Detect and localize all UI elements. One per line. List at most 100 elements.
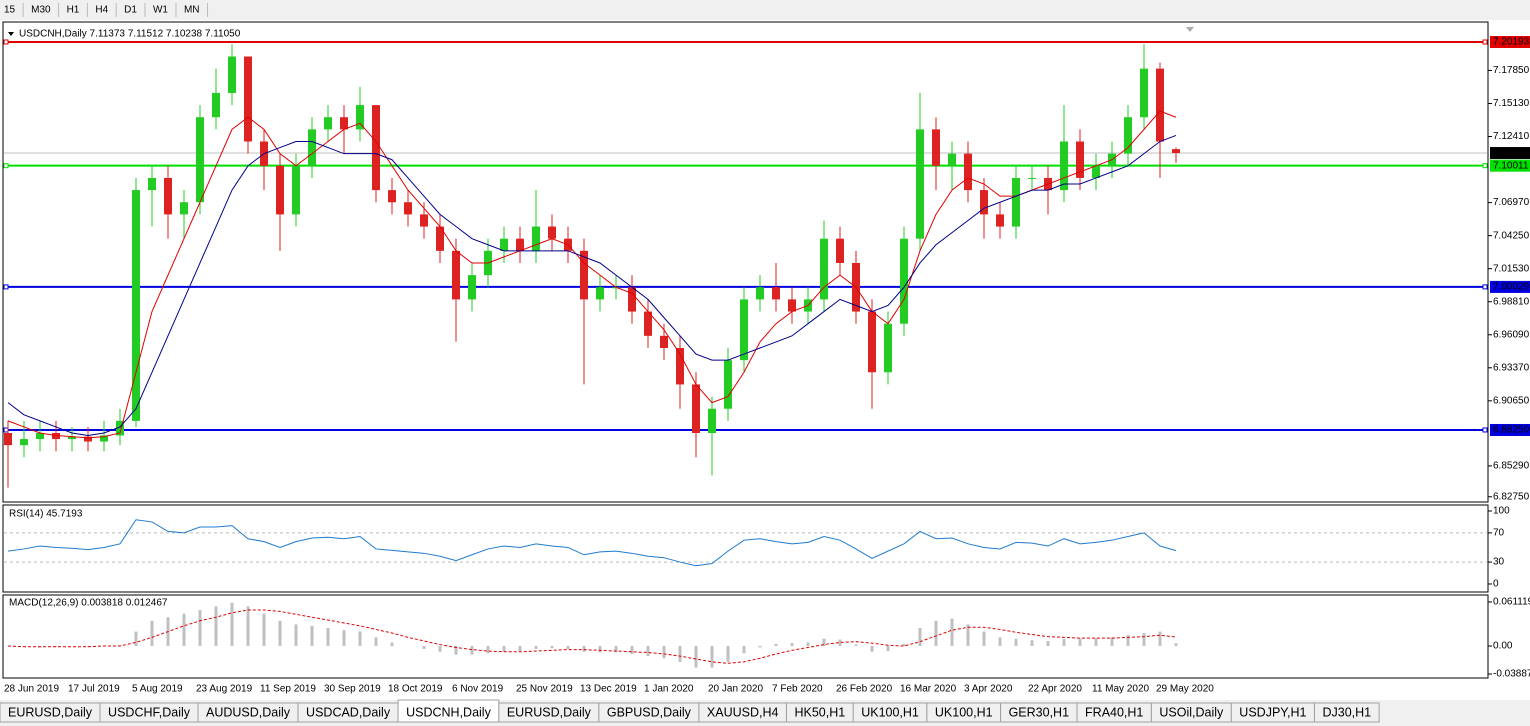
x-tick-label: 28 Jun 2019 bbox=[4, 684, 59, 695]
tab-label[interactable]: DJ30,H1 bbox=[1322, 705, 1371, 719]
candle-body bbox=[52, 433, 60, 440]
tab[interactable] bbox=[1313, 702, 1380, 723]
y-tick-label: 6.93370 bbox=[1493, 362, 1530, 373]
candle-body bbox=[196, 117, 204, 203]
candle-body bbox=[1140, 68, 1148, 118]
candle-body bbox=[916, 129, 924, 239]
candle-body bbox=[676, 347, 684, 385]
candle-body bbox=[436, 226, 444, 251]
candle-body bbox=[644, 311, 652, 336]
timeframe-button[interactable]: W1 bbox=[153, 5, 168, 16]
level-handle bbox=[3, 39, 9, 45]
y-tick-label: 6.96090 bbox=[1493, 329, 1530, 340]
x-tick-label: 6 Nov 2019 bbox=[452, 684, 504, 695]
timeframe-button[interactable]: 15 bbox=[4, 5, 16, 16]
candle-body bbox=[948, 153, 956, 166]
tab-label[interactable]: UK100,H1 bbox=[935, 705, 993, 719]
candle-body bbox=[164, 177, 172, 215]
candle-body bbox=[708, 408, 716, 434]
timeframe-button[interactable]: H1 bbox=[67, 5, 80, 16]
y-tick-label: 6.82750 bbox=[1493, 491, 1530, 502]
macd-panel bbox=[2, 594, 1489, 679]
tab-label[interactable]: EURUSD,Daily bbox=[8, 705, 93, 719]
candle-body bbox=[996, 214, 1004, 227]
rsi-title: RSI(14) 45.7193 bbox=[9, 509, 83, 520]
candle-body bbox=[84, 436, 92, 442]
level-handle bbox=[1482, 284, 1488, 290]
candle-body bbox=[468, 275, 476, 300]
level-handle bbox=[3, 163, 9, 169]
candle-body bbox=[340, 117, 348, 130]
y-tick-label: 0.061119 bbox=[1493, 597, 1530, 608]
candle-body bbox=[932, 129, 940, 166]
candle-body bbox=[388, 190, 396, 203]
current-price-box bbox=[1490, 147, 1530, 160]
candle-body bbox=[756, 287, 764, 300]
y-tick-label: 0 bbox=[1493, 579, 1499, 590]
candle-body bbox=[724, 360, 732, 409]
moving-average bbox=[7, 134, 1177, 436]
tab-label[interactable]: AUDUSD,Daily bbox=[206, 705, 291, 719]
y-tick-label: 0.00 bbox=[1493, 641, 1513, 652]
candle-body bbox=[580, 250, 588, 300]
tab-label[interactable]: UK100,H1 bbox=[861, 705, 919, 719]
candle-body bbox=[244, 56, 252, 142]
x-tick-label: 11 May 2020 bbox=[1092, 684, 1150, 695]
timeframe-button[interactable]: MN bbox=[184, 5, 200, 16]
candle-body bbox=[628, 287, 636, 312]
candle-body bbox=[36, 433, 44, 440]
timeframe-button[interactable]: M30 bbox=[31, 5, 51, 16]
y-tick-label: 7.12410 bbox=[1493, 131, 1530, 142]
candle-body bbox=[660, 335, 668, 348]
candle-body bbox=[356, 105, 364, 130]
tab-label[interactable]: GBPUSD,Daily bbox=[607, 705, 692, 719]
candle-body bbox=[212, 92, 220, 118]
candle-body bbox=[820, 238, 828, 300]
level-price-box bbox=[1490, 280, 1530, 293]
x-tick-label: 18 Oct 2019 bbox=[388, 684, 443, 695]
tab-label[interactable]: USDCNH,Daily bbox=[406, 705, 491, 719]
candle-body bbox=[148, 177, 156, 191]
x-tick-label: 17 Jul 2019 bbox=[68, 684, 120, 695]
level-handle bbox=[1482, 39, 1488, 45]
x-tick-label: 3 Apr 2020 bbox=[964, 684, 1013, 695]
candle-body bbox=[276, 165, 284, 215]
candle-body bbox=[1076, 141, 1084, 178]
tab-label[interactable]: HK50,H1 bbox=[794, 705, 845, 719]
y-tick-label: 6.85290 bbox=[1493, 461, 1530, 472]
macd-title: MACD(12,26,9) 0.003818 0.012467 bbox=[9, 598, 168, 609]
tab-label[interactable]: USDCAD,Daily bbox=[306, 705, 391, 719]
rsi-line bbox=[7, 519, 1177, 567]
candle-body bbox=[1156, 68, 1164, 142]
tab-label[interactable]: USDCHF,Daily bbox=[108, 705, 191, 719]
candle-body bbox=[500, 238, 508, 251]
x-tick-label: 20 Jan 2020 bbox=[708, 684, 763, 695]
y-tick-label: 7.15130 bbox=[1493, 98, 1530, 109]
tab-label[interactable]: EURUSD,Daily bbox=[507, 705, 592, 719]
candle-body bbox=[372, 105, 380, 191]
x-tick-label: 1 Jan 2020 bbox=[644, 684, 694, 695]
y-tick-label: 70 bbox=[1493, 528, 1505, 539]
level-handle bbox=[1482, 427, 1488, 433]
candle-body bbox=[836, 238, 844, 263]
tab-label[interactable]: USDJPY,H1 bbox=[1239, 705, 1306, 719]
level-handle bbox=[1482, 163, 1488, 169]
tab-label[interactable]: USOil,Daily bbox=[1159, 705, 1224, 719]
level-handle bbox=[3, 427, 9, 433]
y-tick-label: 7.06970 bbox=[1493, 197, 1530, 208]
tab-label[interactable]: FRA40,H1 bbox=[1085, 705, 1143, 719]
timeframe-button[interactable]: H4 bbox=[95, 5, 108, 16]
y-tick-label: 7.17850 bbox=[1493, 65, 1530, 76]
candle-body bbox=[292, 165, 300, 215]
y-tick-label: 6.98810 bbox=[1493, 296, 1530, 307]
candle-body bbox=[772, 287, 780, 300]
current-price-label: 7.11050 bbox=[1493, 148, 1529, 159]
timeframe-button[interactable]: D1 bbox=[124, 5, 137, 16]
level-price-label: 7.00029 bbox=[1493, 282, 1530, 293]
tab-label[interactable]: XAUUSD,H4 bbox=[707, 705, 779, 719]
tab-label[interactable]: GER30,H1 bbox=[1009, 705, 1069, 719]
candle-body bbox=[180, 202, 188, 215]
chart-title: USDCNH,Daily 7.11373 7.11512 7.10238 7.1… bbox=[19, 29, 241, 40]
candle-body bbox=[884, 323, 892, 373]
x-tick-label: 23 Aug 2019 bbox=[196, 684, 253, 695]
